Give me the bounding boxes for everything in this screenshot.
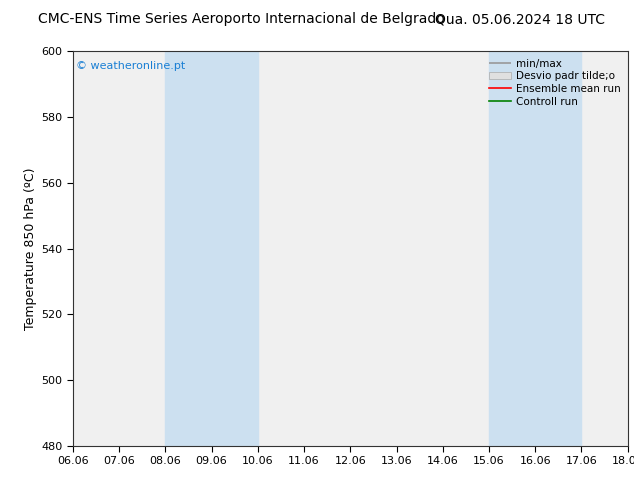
Text: Qua. 05.06.2024 18 UTC: Qua. 05.06.2024 18 UTC bbox=[435, 12, 605, 26]
Legend: min/max, Desvio padr tilde;o, Ensemble mean run, Controll run: min/max, Desvio padr tilde;o, Ensemble m… bbox=[486, 56, 623, 110]
Text: CMC-ENS Time Series Aeroporto Internacional de Belgrado: CMC-ENS Time Series Aeroporto Internacio… bbox=[37, 12, 444, 26]
Bar bbox=[489, 51, 581, 446]
Text: © weatheronline.pt: © weatheronline.pt bbox=[75, 61, 185, 72]
Bar bbox=[165, 51, 258, 446]
Y-axis label: Temperature 850 hPa (ºC): Temperature 850 hPa (ºC) bbox=[24, 168, 37, 330]
